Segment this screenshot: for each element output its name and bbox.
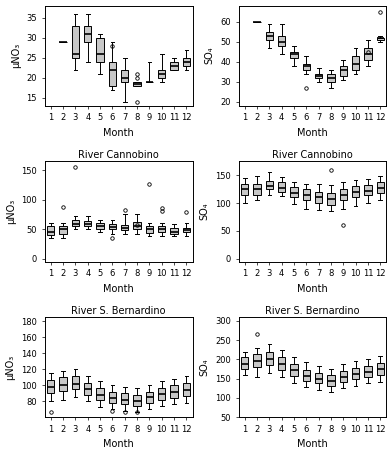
- PathPatch shape: [158, 70, 165, 78]
- PathPatch shape: [303, 64, 310, 70]
- PathPatch shape: [278, 358, 285, 370]
- PathPatch shape: [278, 35, 285, 46]
- PathPatch shape: [266, 353, 273, 365]
- PathPatch shape: [183, 228, 190, 232]
- PathPatch shape: [96, 38, 104, 62]
- PathPatch shape: [339, 66, 347, 76]
- PathPatch shape: [364, 365, 372, 377]
- PathPatch shape: [47, 379, 54, 393]
- PathPatch shape: [327, 74, 335, 82]
- PathPatch shape: [290, 52, 298, 58]
- PathPatch shape: [171, 228, 178, 234]
- PathPatch shape: [290, 187, 298, 197]
- PathPatch shape: [183, 58, 190, 66]
- PathPatch shape: [158, 388, 165, 399]
- PathPatch shape: [96, 389, 104, 399]
- Title: River Cannobino: River Cannobino: [78, 151, 159, 161]
- Title: River Cannobino: River Cannobino: [272, 151, 353, 161]
- PathPatch shape: [121, 225, 129, 230]
- PathPatch shape: [60, 226, 67, 234]
- PathPatch shape: [339, 189, 347, 200]
- Y-axis label: µNO₃: µNO₃: [5, 354, 16, 380]
- PathPatch shape: [253, 183, 261, 195]
- PathPatch shape: [109, 224, 116, 229]
- Y-axis label: SO₄: SO₄: [205, 47, 215, 65]
- X-axis label: Month: Month: [297, 440, 328, 450]
- X-axis label: Month: Month: [103, 128, 134, 138]
- X-axis label: Month: Month: [103, 284, 134, 294]
- PathPatch shape: [364, 185, 372, 195]
- X-axis label: Month: Month: [297, 284, 328, 294]
- Y-axis label: µNO₃: µNO₃: [11, 43, 21, 68]
- PathPatch shape: [72, 375, 79, 389]
- PathPatch shape: [303, 370, 310, 381]
- PathPatch shape: [315, 192, 322, 203]
- Y-axis label: µNO₃: µNO₃: [5, 199, 16, 224]
- X-axis label: Month: Month: [297, 128, 328, 138]
- PathPatch shape: [278, 182, 285, 192]
- PathPatch shape: [315, 373, 322, 383]
- PathPatch shape: [146, 392, 153, 403]
- PathPatch shape: [146, 226, 153, 233]
- PathPatch shape: [47, 226, 54, 235]
- PathPatch shape: [84, 222, 91, 226]
- PathPatch shape: [241, 183, 249, 195]
- PathPatch shape: [377, 38, 384, 40]
- X-axis label: Month: Month: [103, 440, 134, 450]
- PathPatch shape: [303, 189, 310, 200]
- PathPatch shape: [290, 364, 298, 376]
- PathPatch shape: [377, 182, 384, 193]
- PathPatch shape: [364, 48, 372, 60]
- PathPatch shape: [158, 226, 165, 232]
- PathPatch shape: [121, 393, 129, 404]
- PathPatch shape: [171, 385, 178, 398]
- PathPatch shape: [352, 187, 359, 197]
- PathPatch shape: [109, 62, 116, 86]
- PathPatch shape: [171, 62, 178, 70]
- PathPatch shape: [60, 377, 67, 391]
- PathPatch shape: [241, 358, 249, 369]
- PathPatch shape: [183, 383, 190, 395]
- Y-axis label: SO₄: SO₄: [200, 202, 210, 220]
- PathPatch shape: [352, 368, 359, 379]
- PathPatch shape: [339, 371, 347, 382]
- PathPatch shape: [327, 375, 335, 386]
- PathPatch shape: [315, 74, 322, 78]
- PathPatch shape: [72, 25, 79, 58]
- PathPatch shape: [377, 363, 384, 375]
- Y-axis label: SO₄: SO₄: [200, 359, 209, 376]
- PathPatch shape: [84, 25, 91, 42]
- PathPatch shape: [266, 181, 273, 189]
- PathPatch shape: [133, 395, 141, 406]
- PathPatch shape: [327, 193, 335, 205]
- PathPatch shape: [96, 223, 104, 229]
- PathPatch shape: [352, 56, 359, 70]
- PathPatch shape: [121, 70, 129, 82]
- PathPatch shape: [84, 383, 91, 395]
- PathPatch shape: [109, 392, 116, 403]
- PathPatch shape: [266, 31, 273, 40]
- PathPatch shape: [72, 220, 79, 226]
- Title: River S. Bernardino: River S. Bernardino: [265, 306, 360, 316]
- Title: River S. Bernardino: River S. Bernardino: [71, 306, 166, 316]
- PathPatch shape: [133, 82, 141, 86]
- PathPatch shape: [253, 354, 261, 367]
- PathPatch shape: [133, 222, 141, 229]
